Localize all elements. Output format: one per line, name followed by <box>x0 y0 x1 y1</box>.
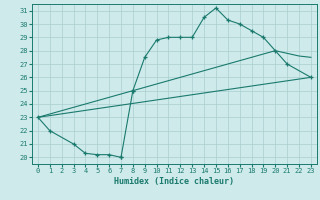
X-axis label: Humidex (Indice chaleur): Humidex (Indice chaleur) <box>115 177 234 186</box>
